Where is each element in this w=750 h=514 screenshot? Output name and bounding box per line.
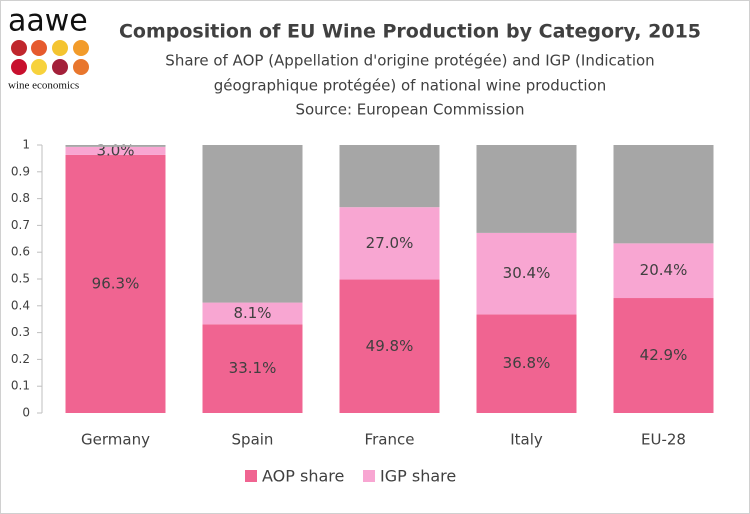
x-tick-label: Italy: [510, 431, 543, 449]
chart-subtitle: géographique protégée) of national wine …: [214, 77, 607, 95]
data-label: 96.3%: [92, 274, 140, 292]
bar-segment: [65, 146, 166, 155]
bar-segment: [476, 314, 577, 413]
bar-segment: [476, 145, 577, 233]
data-label: 8.1%: [233, 304, 271, 322]
logo-tagline: wine economics: [8, 80, 79, 92]
x-tick-label: EU-28: [641, 431, 686, 449]
data-label: 42.9%: [640, 346, 688, 364]
y-tick-label: 0.6: [11, 245, 30, 259]
legend-swatch: [363, 470, 375, 482]
data-label: 20.4%: [640, 261, 688, 279]
x-tick-label: Spain: [232, 431, 274, 449]
y-tick-label: 0.9: [11, 164, 30, 178]
bar-segment: [339, 207, 440, 280]
bar-segment: [339, 279, 440, 413]
y-tick-label: 0.1: [11, 379, 30, 393]
legend-label: AOP share: [262, 467, 344, 486]
bar-segment: [476, 232, 577, 315]
y-tick-label: 0.3: [11, 325, 30, 339]
bar-segment: [202, 145, 303, 303]
legend-swatch: [245, 470, 257, 482]
chart-subtitle: Share of AOP (Appellation d'origine prot…: [165, 52, 654, 70]
data-label: 36.8%: [503, 354, 551, 372]
x-tick-label: France: [365, 431, 415, 449]
bar-segment: [613, 145, 714, 244]
y-tick-label: 0.7: [11, 218, 30, 232]
data-label: 3.0%: [96, 141, 134, 159]
data-label: 30.4%: [503, 264, 551, 282]
y-tick-label: 0.2: [11, 352, 30, 366]
data-label: 33.1%: [229, 359, 277, 377]
y-tick-label: 0.5: [11, 272, 30, 286]
x-tick-label: Germany: [81, 431, 150, 449]
y-tick-label: 1: [22, 138, 30, 152]
logo: aawe wine economics: [8, 4, 89, 92]
bar-segment: [202, 324, 303, 413]
y-tick-label: 0: [22, 406, 30, 420]
bar-segment: [65, 154, 166, 413]
chart-subtitle: Source: European Commission: [295, 101, 524, 119]
legend-label: IGP share: [380, 467, 456, 486]
chart-title: Composition of EU Wine Production by Cat…: [119, 21, 701, 43]
y-tick-label: 0.4: [11, 298, 30, 312]
bar-segment: [202, 302, 303, 325]
data-label: 49.8%: [366, 337, 414, 355]
bar-segment: [613, 243, 714, 299]
logo-name: aawe: [8, 4, 88, 39]
bar-segment: [339, 145, 440, 208]
bar-segment: [613, 298, 714, 413]
y-tick-label: 0.8: [11, 191, 30, 205]
data-label: 27.0%: [366, 234, 414, 252]
bar-segment: [65, 145, 166, 147]
